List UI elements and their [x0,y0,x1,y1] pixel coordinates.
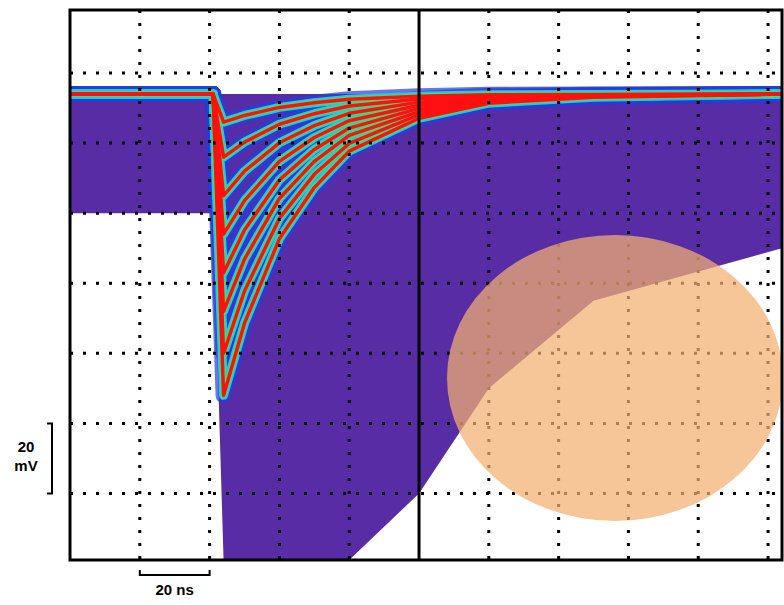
scale-label: 20 mV [14,438,37,474]
grid-line [70,72,782,75]
trace [70,94,782,122]
chart: 20 mV 20 ns [0,0,784,605]
scale-label-line: 20 [18,438,35,455]
trace [70,94,782,234]
trace [70,94,782,196]
scale-label: 20 ns [156,581,194,598]
traces [70,94,782,560]
persistence-area [70,94,782,560]
grid-line [138,10,141,560]
grid-line [208,10,211,560]
center-graticule [418,10,421,560]
scale-label-line: mV [14,457,37,474]
highlight [447,235,783,521]
grid-line [70,212,782,215]
grid-line [70,142,782,145]
grid-line [278,10,281,560]
plot-area [70,10,782,560]
grid-line [348,10,351,560]
grid-line [767,10,770,560]
scale-bar [47,423,52,493]
frame [70,10,782,560]
trace [70,94,782,157]
scale-bar [140,570,210,575]
